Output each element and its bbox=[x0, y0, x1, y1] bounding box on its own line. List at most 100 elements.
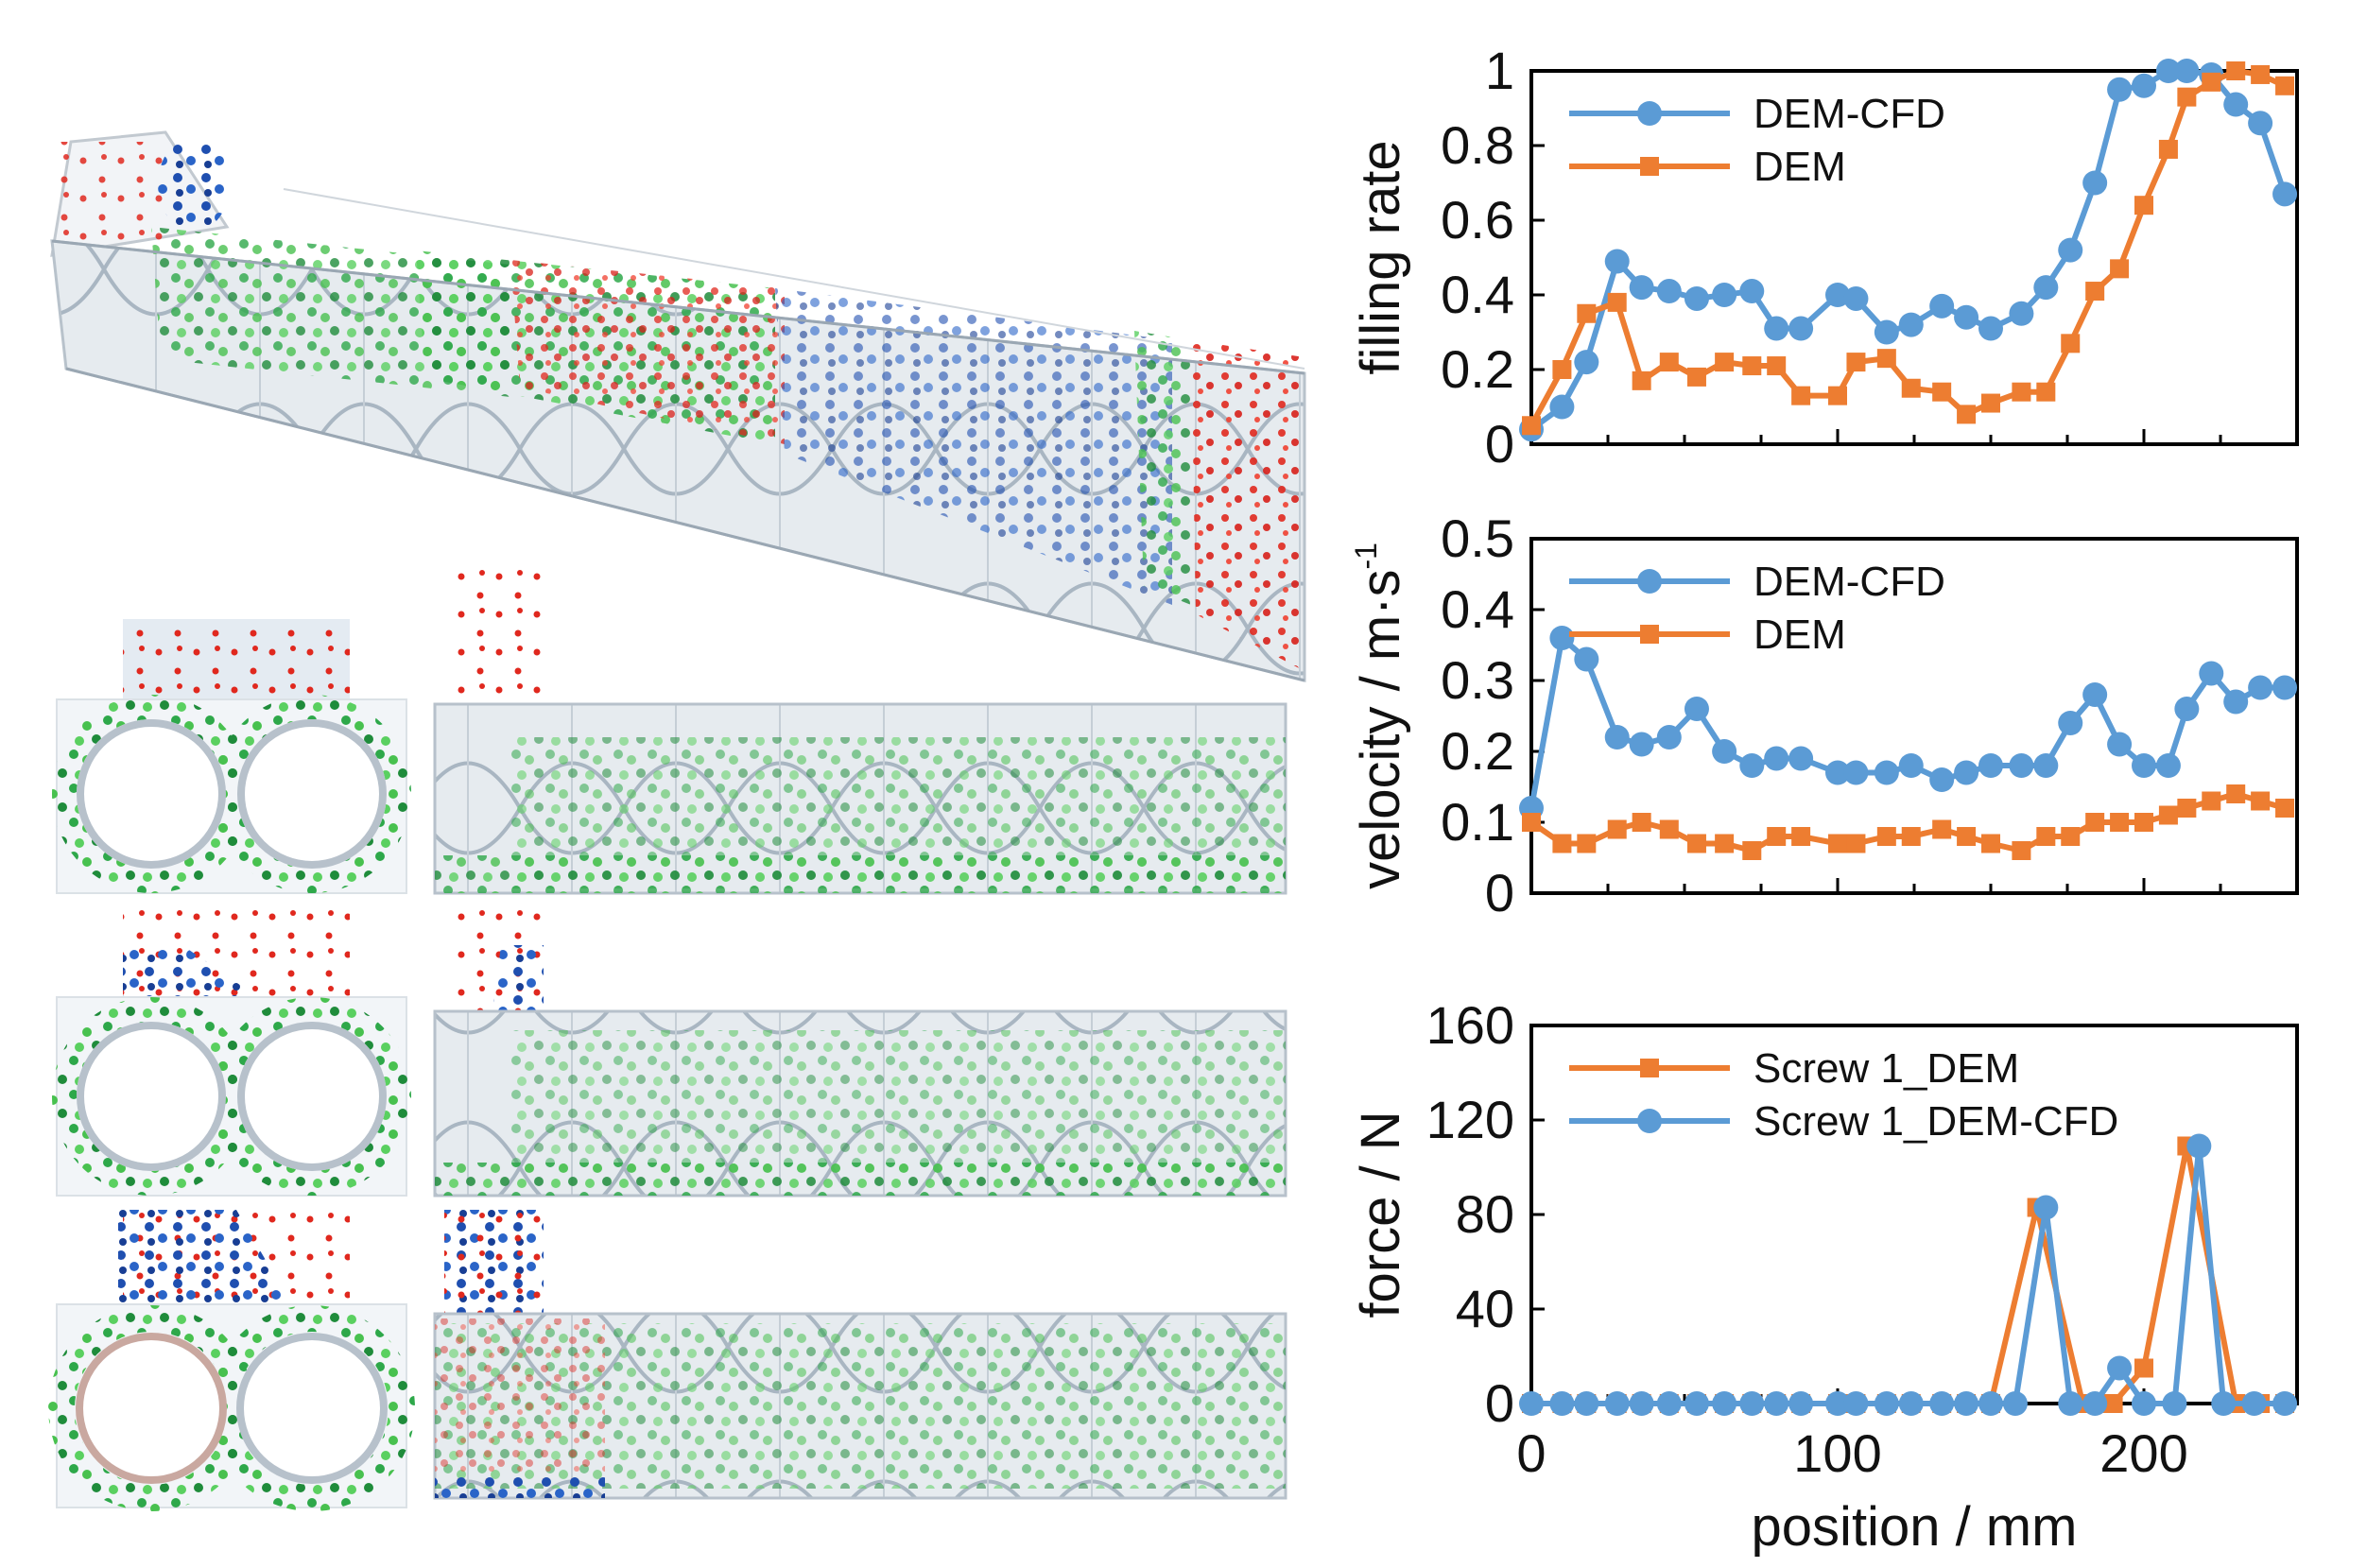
data-point bbox=[1932, 819, 1952, 839]
legend-label: DEM bbox=[1754, 144, 1846, 190]
data-point bbox=[1522, 813, 1541, 832]
data-point bbox=[2158, 139, 2178, 159]
data-point bbox=[2199, 661, 2224, 686]
x-tick-label: 200 bbox=[2099, 1423, 2187, 1483]
cross-section-row-2 bbox=[52, 907, 411, 1197]
data-point bbox=[1739, 279, 1765, 304]
data-point bbox=[1552, 834, 1572, 853]
data-point bbox=[1604, 1391, 1630, 1416]
data-point bbox=[1607, 292, 1627, 312]
data-point bbox=[2155, 753, 2181, 778]
data-point bbox=[1788, 746, 1814, 771]
data-point bbox=[1629, 732, 1654, 757]
data-point bbox=[2174, 697, 2200, 721]
data-point bbox=[2275, 799, 2295, 818]
data-point bbox=[2058, 711, 2083, 735]
data-point bbox=[1574, 350, 1599, 375]
data-point bbox=[1574, 1391, 1599, 1416]
data-point bbox=[1791, 386, 1811, 405]
data-point bbox=[1739, 1391, 1765, 1416]
data-point bbox=[1929, 293, 1955, 319]
data-point bbox=[1825, 283, 1850, 307]
series-line bbox=[1529, 635, 2286, 809]
data-point bbox=[1954, 760, 1979, 785]
legend-label: Screw 1_DEM bbox=[1754, 1045, 2019, 1092]
side-view-row-2 bbox=[433, 903, 1287, 1198]
data-point bbox=[1574, 646, 1599, 672]
data-point bbox=[1629, 275, 1654, 301]
legend-label: DEM-CFD bbox=[1754, 91, 1945, 137]
data-point bbox=[1957, 405, 1977, 424]
data-point bbox=[2082, 1391, 2108, 1416]
data-point bbox=[2061, 827, 2081, 846]
data-point bbox=[1954, 1391, 1979, 1416]
data-point bbox=[2251, 64, 2271, 84]
y-tick-label: 0 bbox=[1485, 414, 1514, 474]
data-point bbox=[1828, 834, 1847, 853]
data-point bbox=[2033, 1195, 2059, 1220]
data-point bbox=[2132, 73, 2156, 98]
data-point bbox=[2012, 382, 2031, 402]
data-point bbox=[2009, 301, 2034, 326]
data-point bbox=[1712, 739, 1737, 764]
data-point bbox=[1686, 367, 1706, 387]
data-point bbox=[2272, 1391, 2298, 1416]
data-point bbox=[1549, 394, 1575, 420]
data-point bbox=[2082, 682, 2108, 707]
simulation-illustration bbox=[48, 130, 1306, 1511]
data-point bbox=[1712, 283, 1737, 307]
y-tick-label: 0 bbox=[1485, 863, 1514, 922]
data-point bbox=[2186, 1133, 2212, 1159]
velocity-chart: 0 0.1 0.2 0.3 0.4 0.5 velocity / m·s-1 DEM-CFD D… bbox=[1349, 508, 2299, 922]
data-point bbox=[1686, 834, 1706, 853]
y-tick-label: 0.6 bbox=[1441, 190, 1514, 250]
legend-marker bbox=[1637, 569, 1662, 594]
data-point bbox=[2223, 92, 2249, 117]
y-tick-label: 160 bbox=[1426, 995, 1514, 1055]
data-point bbox=[2177, 799, 2197, 818]
filling-rate-chart: 0 0.2 0.4 0.6 0.8 1 filling rate DEM-CFD DEM bbox=[1350, 41, 2299, 474]
legend-marker bbox=[1640, 157, 1659, 176]
data-point bbox=[2211, 1391, 2237, 1416]
data-point bbox=[2058, 237, 2083, 263]
legend-label: DEM bbox=[1754, 612, 1846, 658]
data-point bbox=[1898, 1391, 1924, 1416]
data-point bbox=[2012, 841, 2031, 860]
legend-entry: DEM bbox=[1569, 144, 1846, 190]
legend-entry: DEM bbox=[1569, 612, 1846, 658]
y-tick-label: 40 bbox=[1456, 1279, 1514, 1338]
data-point bbox=[2134, 196, 2153, 215]
isometric-extruder-view bbox=[50, 130, 1306, 682]
data-point bbox=[1843, 760, 1869, 785]
data-point bbox=[1684, 697, 1709, 721]
data-point bbox=[1632, 813, 1651, 832]
data-point bbox=[2110, 813, 2130, 832]
data-point bbox=[2002, 1391, 2028, 1416]
data-point bbox=[1788, 1391, 1814, 1416]
x-tick-label: 100 bbox=[1793, 1423, 1881, 1483]
y-tick-label: 0.5 bbox=[1441, 508, 1514, 568]
cross-section-row-1 bbox=[52, 619, 411, 894]
data-point bbox=[1767, 827, 1787, 846]
data-point bbox=[2226, 61, 2246, 80]
data-point bbox=[2251, 791, 2271, 811]
legend-entry: DEM-CFD bbox=[1569, 91, 1945, 137]
data-point bbox=[1843, 1391, 1869, 1416]
data-point bbox=[1788, 316, 1814, 341]
data-point bbox=[1632, 370, 1651, 390]
y-tick-label: 120 bbox=[1426, 1090, 1514, 1149]
data-point bbox=[2226, 784, 2246, 803]
data-point bbox=[2134, 1358, 2153, 1378]
legend-label: Screw 1_DEM-CFD bbox=[1754, 1098, 2118, 1145]
data-point bbox=[1846, 353, 1866, 372]
series-line bbox=[1531, 1143, 2286, 1406]
data-point bbox=[2058, 1391, 2083, 1416]
data-point bbox=[2134, 813, 2153, 832]
data-point bbox=[1604, 249, 1630, 274]
data-point bbox=[2103, 1394, 2123, 1413]
y-tick-label: 0.8 bbox=[1441, 115, 1514, 175]
data-point bbox=[1957, 827, 1977, 846]
data-point bbox=[1659, 819, 1679, 839]
y-tick-label: 0.2 bbox=[1441, 721, 1514, 781]
data-point bbox=[1929, 1391, 1955, 1416]
